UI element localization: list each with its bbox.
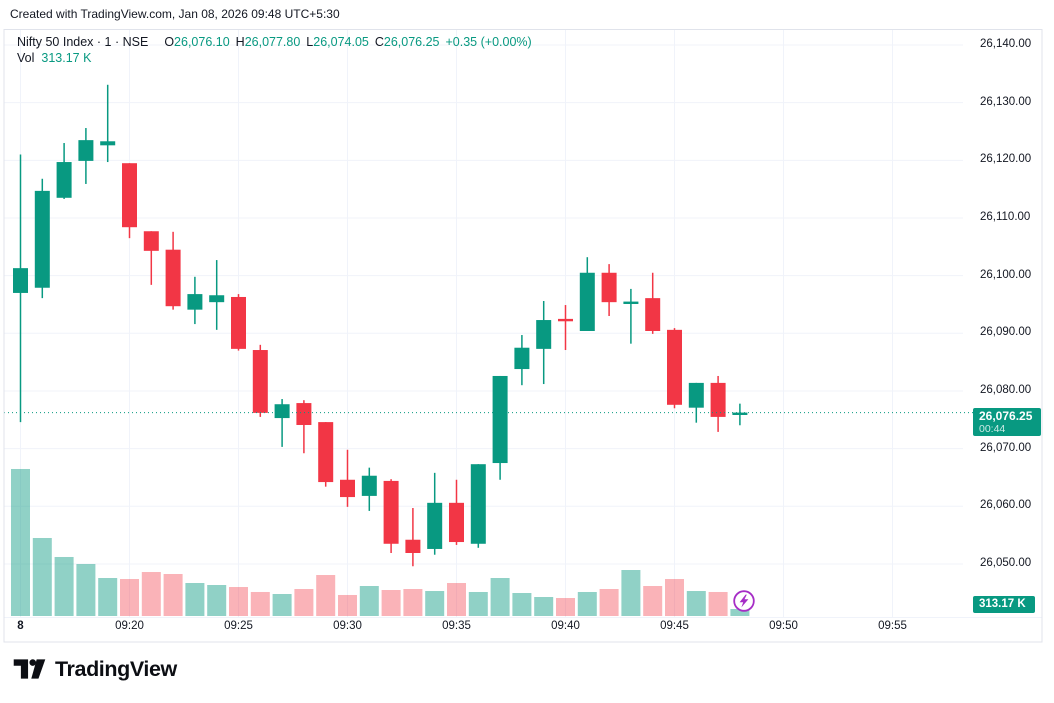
ohlc-key: C <box>374 35 384 49</box>
ohlc-val: 26,076.25 <box>383 35 440 49</box>
time-axis-label: 09:20 <box>115 620 144 632</box>
price-axis-label: 26,070.00 <box>980 441 1032 454</box>
ohlc-key: O <box>164 35 175 49</box>
ohlc-values: O26,076.10 H26,077.80 L26,074.05 C26,076.25 <box>158 35 439 49</box>
price-axis-label: 26,140.00 <box>980 37 1032 50</box>
price-axis-label: 26,080.00 <box>980 383 1032 396</box>
time-axis-label: 09:45 <box>660 620 689 632</box>
ohlc-key: L <box>306 35 314 49</box>
last-price-tag: 26,076.25 00:44 <box>973 408 1041 437</box>
price-axis-label: 26,090.00 <box>980 326 1032 339</box>
legend-row-volume: Vol 313.17 K <box>17 50 532 66</box>
time-axis-label: 09:55 <box>878 620 907 632</box>
price-axis-label: 26,100.00 <box>980 268 1032 281</box>
tradingview-wordmark: TradingView <box>55 656 177 681</box>
time-axis-label: 09:50 <box>769 620 798 632</box>
symbol-title[interactable]: Nifty 50 Index · 1 · NSE <box>17 35 149 49</box>
change-value: +0.35 (+0.00%) <box>445 35 532 49</box>
bar-countdown: 00:44 <box>979 423 1006 436</box>
volume-label[interactable]: Vol <box>17 51 35 65</box>
last-price-value: 26,076.25 <box>979 409 1033 424</box>
ohlc-val: 26,076.10 <box>174 35 230 49</box>
ohlc-val: 26,074.05 <box>313 35 369 49</box>
ohlc-key: H <box>235 35 245 49</box>
volume-value: 313.17 K <box>41 51 92 65</box>
time-axis-label: 09:30 <box>333 620 362 632</box>
price-axis-label: 26,050.00 <box>980 556 1032 569</box>
time-axis-label: 8 <box>17 620 24 632</box>
price-axis-label: 26,110.00 <box>980 210 1031 223</box>
time-axis-label: 09:35 <box>442 620 471 632</box>
price-axis-label: 26,130.00 <box>980 95 1032 108</box>
time-axis-label: 09:40 <box>551 620 580 632</box>
attribution-text: Created with TradingView.com, Jan 08, 20… <box>10 7 340 21</box>
price-axis-label: 26,060.00 <box>980 499 1032 512</box>
legend-row-main: Nifty 50 Index · 1 · NSE O26,076.10 H26,07… <box>17 34 532 50</box>
volume-axis-tag: 313.17 K <box>973 596 1035 613</box>
legend: Nifty 50 Index · 1 · NSE O26,076.10 H26,07… <box>17 34 532 66</box>
ohlc-val: 26,077.80 <box>244 35 301 49</box>
time-axis-label: 09:25 <box>224 620 253 632</box>
lightning-bolt-icon[interactable] <box>732 589 756 613</box>
tradingview-logo[interactable]: TradingView <box>13 655 177 683</box>
tradingview-mark-icon <box>13 659 46 679</box>
price-axis-label: 26,120.00 <box>980 153 1032 166</box>
